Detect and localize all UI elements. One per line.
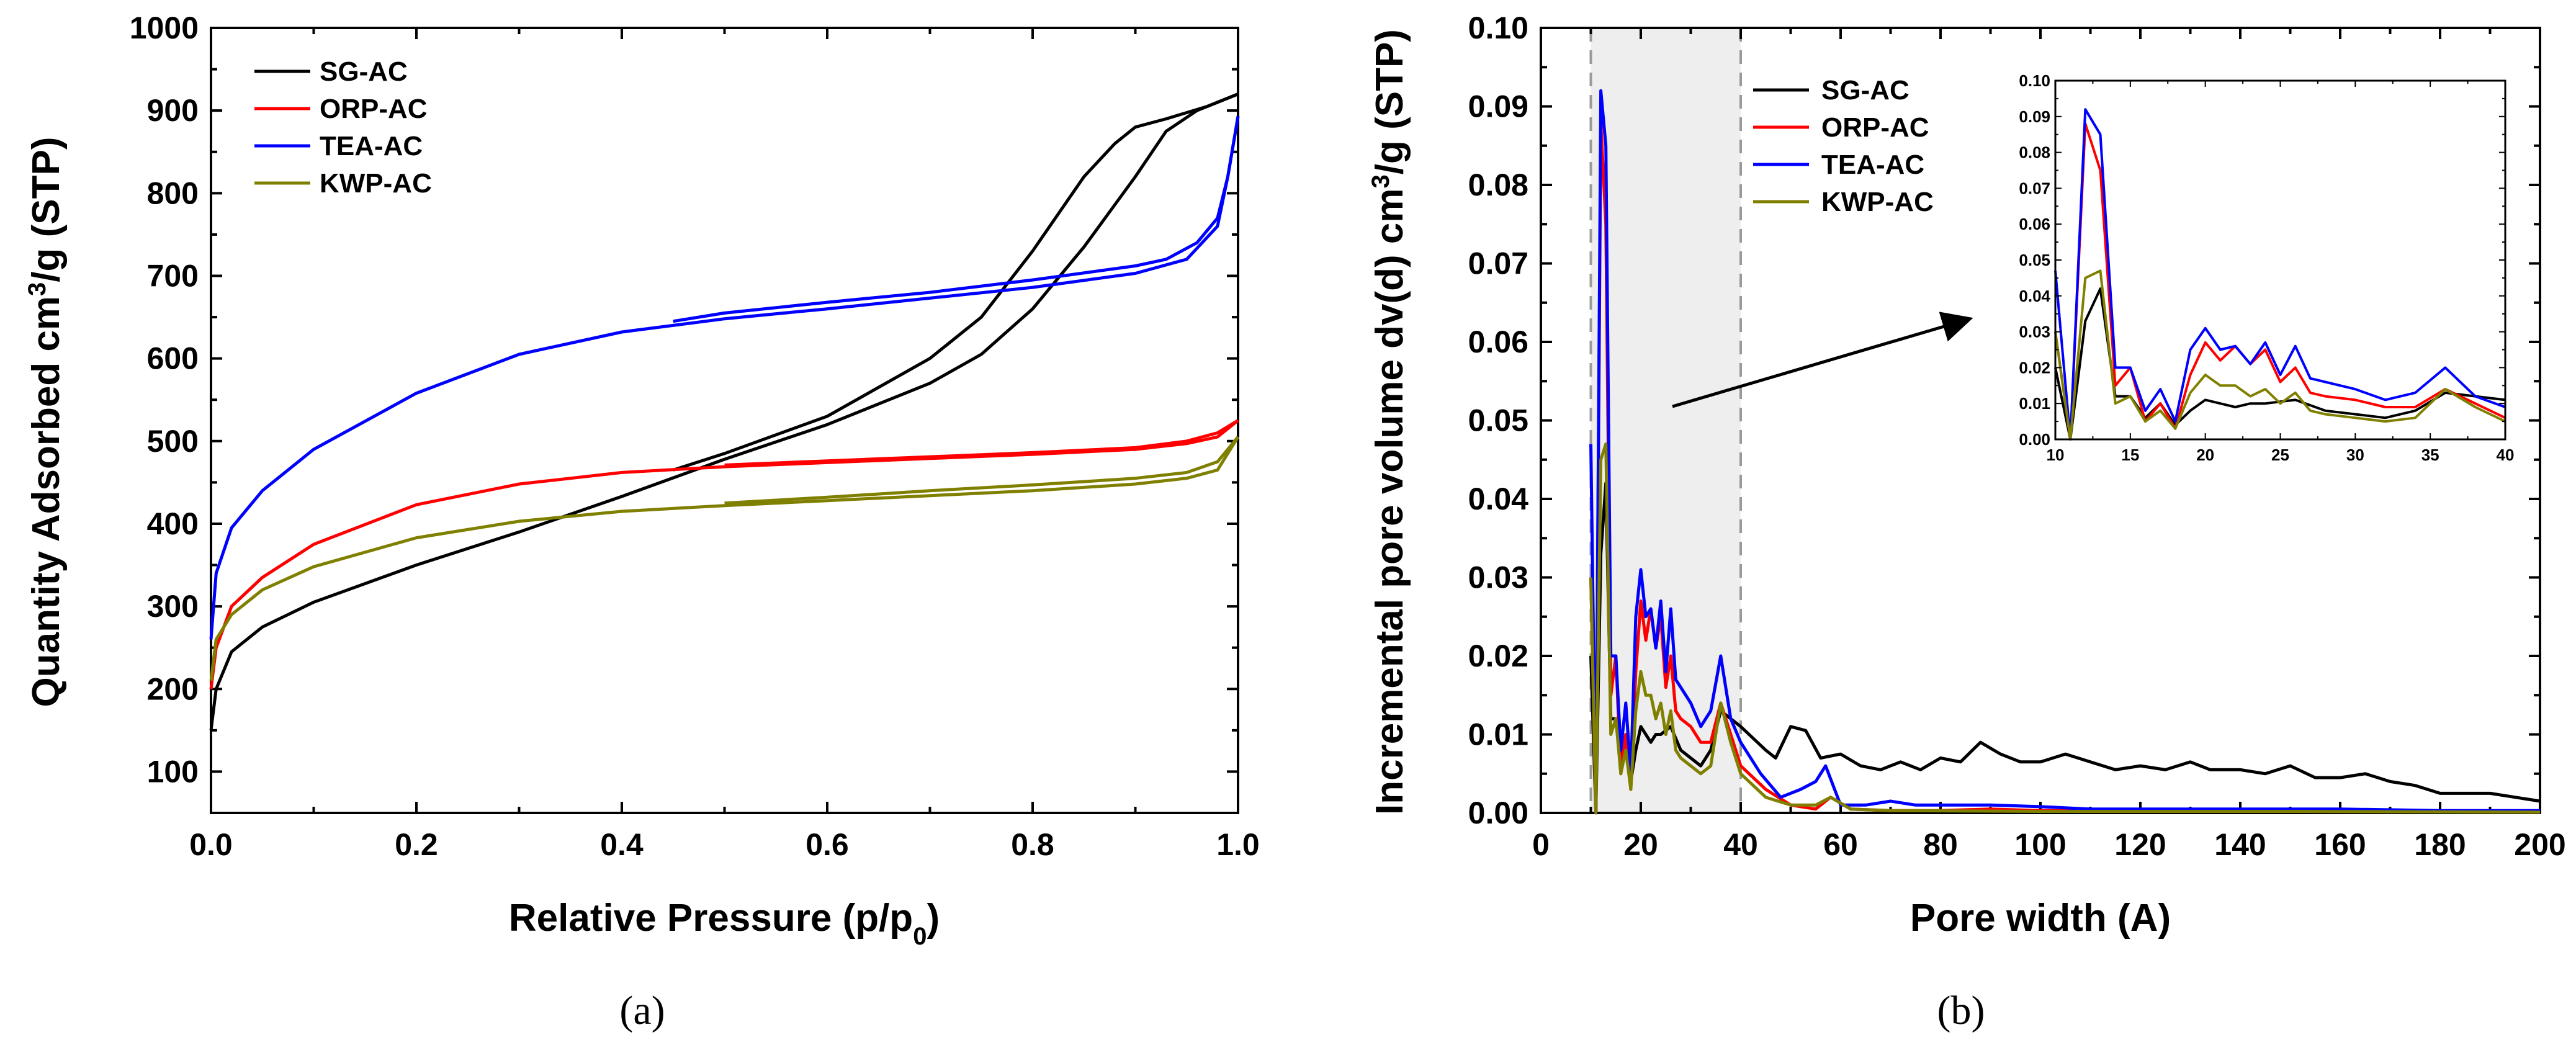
y-tick-label: 900 (147, 93, 199, 128)
inset-series-kwp-ac (2054, 269, 2506, 441)
series-tea-ac-desorption (673, 116, 1240, 323)
y-tick-label: 0.01 (1468, 717, 1528, 752)
panel-a-caption: (a) (619, 988, 665, 1033)
x-tick-label: 0.8 (1011, 827, 1054, 862)
series-sg-ac (1589, 482, 2541, 815)
plot-a-curves (209, 92, 1240, 731)
plot-b-legend: SG-AC ORP-AC TEA-AC KWP-AC (1753, 75, 1934, 217)
shaded-pore-region (1591, 28, 1741, 813)
series-sg-ac-desorption (673, 92, 1239, 472)
y-tick-label: 0.01 (2019, 394, 2050, 413)
y-tick-label: 100 (147, 754, 199, 789)
y-tick-label: 800 (147, 176, 199, 210)
plot-a-ticks: 0.0 0.2 0.4 0.6 0.8 1.0 100 200 300 400 500 600 700 8… (130, 11, 1260, 862)
series-kwp-ac-desorption (724, 436, 1239, 505)
plot-a-xlabel: Relative Pressure (p/p0) (509, 897, 940, 950)
x-tick-label: 1.0 (1216, 827, 1260, 862)
x-tick-label: 100 (2014, 827, 2066, 862)
y-tick-label: 0.04 (2019, 287, 2050, 305)
panel-a: 0.0 0.2 0.4 0.6 0.8 1.0 100 200 300 400 500 600 700 8… (24, 11, 1260, 1033)
x-tick-label: 0.0 (189, 827, 233, 862)
legend-b-sg-label: SG-AC (1821, 75, 1910, 105)
y-tick-label: 0.03 (1468, 560, 1528, 595)
plot-b-ylabel: Incremental pore volume dv(d) cm3/g (STP… (1367, 29, 1411, 815)
x-tick-label: 30 (2346, 446, 2364, 464)
legend-b-orp-label: ORP-AC (1821, 112, 1929, 143)
y-tick-label: 0.09 (1468, 89, 1528, 124)
series-kwp-ac (1589, 442, 2541, 815)
y-tick-label: 300 (147, 589, 199, 624)
y-tick-label: 0.00 (1468, 796, 1528, 830)
x-tick-label: 160 (2314, 827, 2366, 862)
series-tea-ac-adsorption (209, 116, 1240, 640)
y-tick-label: 0.07 (2019, 179, 2050, 197)
y-tick-label: 0.10 (2019, 71, 2050, 90)
y-tick-label: 500 (147, 424, 199, 459)
y-tick-label: 1000 (130, 11, 199, 45)
x-tick-label: 180 (2414, 827, 2466, 862)
y-tick-label: 0.08 (2019, 143, 2050, 162)
series-orp-ac-desorption (724, 419, 1239, 467)
y-tick-label: 0.08 (1468, 168, 1528, 202)
y-tick-label: 0.06 (1468, 325, 1528, 359)
series-kwp-ac-adsorption (209, 436, 1240, 681)
y-tick-label: 0.04 (1468, 482, 1529, 516)
y-tick-label: 0.00 (2019, 430, 2050, 449)
y-tick-label: 200 (147, 671, 199, 706)
plot-a-legend: SG-AC ORP-AC TEA-AC KWP-AC (254, 56, 432, 199)
legend-b-tea-label: TEA-AC (1821, 150, 1924, 180)
legend-b-kwp-label: KWP-AC (1821, 187, 1934, 217)
inset-background (2055, 81, 2505, 439)
x-tick-label: 0.2 (395, 827, 438, 862)
x-tick-label: 40 (2497, 446, 2515, 464)
plot-b-curves (1589, 89, 2541, 815)
x-tick-label: 20 (2196, 446, 2214, 464)
panel-b-caption: (b) (1937, 988, 1985, 1033)
x-tick-label: 40 (1723, 827, 1758, 862)
x-tick-label: 20 (1623, 827, 1658, 862)
inset-series-tea-ac (2054, 108, 2506, 441)
x-tick-label: 120 (2114, 827, 2166, 862)
y-tick-label: 0.02 (1468, 639, 1528, 673)
x-tick-label: 0.4 (600, 827, 644, 862)
y-tick-label: 700 (147, 258, 199, 293)
legend-a-kwp-label: KWP-AC (320, 168, 432, 199)
inset-curves (2054, 108, 2506, 441)
series-tea-ac (1589, 89, 2540, 815)
y-tick-label: 0.09 (2019, 107, 2050, 126)
x-tick-label: 200 (2514, 827, 2565, 862)
plot-a-ylabel: Quantity Adsorbed cm3/g (STP) (24, 137, 68, 707)
legend-a-sg-label: SG-AC (320, 56, 408, 87)
x-tick-label: 0.6 (806, 827, 849, 862)
y-tick-label: 0.05 (1468, 403, 1528, 438)
x-tick-label: 80 (1923, 827, 1958, 862)
x-tick-label: 140 (2214, 827, 2266, 862)
y-tick-label: 0.03 (2019, 323, 2050, 341)
y-tick-label: 0.06 (2019, 215, 2050, 233)
inset-arrow (1672, 312, 1973, 408)
legend-a-orp-label: ORP-AC (320, 94, 428, 124)
legend-a-tea-label: TEA-AC (320, 131, 423, 161)
x-tick-label: 10 (2047, 446, 2065, 464)
plot-b-ticks: 0 20 40 60 80 100 120 140 160 180 200 0.00 0.01 0.02 0… (1468, 11, 2566, 862)
series-orp-ac-adsorption (209, 419, 1239, 689)
y-tick-label: 0.07 (1468, 246, 1528, 281)
x-tick-label: 35 (2421, 446, 2439, 464)
y-tick-label: 600 (147, 341, 199, 376)
y-tick-label: 0.02 (2019, 358, 2050, 377)
inset-ticks: 10 15 20 25 30 35 40 0.00 0.01 0.02 0.03 0.04 0.05 0.… (2019, 71, 2514, 464)
y-tick-label: 0.10 (1468, 11, 1528, 45)
panel-b: 0 20 40 60 80 100 120 140 160 180 200 0.00 0.01 0.02 0… (1367, 11, 2566, 1033)
y-tick-label: 400 (147, 506, 199, 541)
inset-plot: 10 15 20 25 30 35 40 0.00 0.01 0.02 0.03 0.04 0.05 0.… (2019, 71, 2514, 464)
x-tick-label: 0 (1532, 827, 1550, 862)
plot-b-xlabel: Pore width (A) (1910, 897, 2171, 940)
series-sg-ac-adsorption (209, 92, 1239, 731)
y-tick-label: 0.05 (2019, 251, 2050, 269)
x-tick-label: 25 (2271, 446, 2289, 464)
x-tick-label: 15 (2121, 446, 2139, 464)
x-tick-label: 60 (1823, 827, 1858, 862)
